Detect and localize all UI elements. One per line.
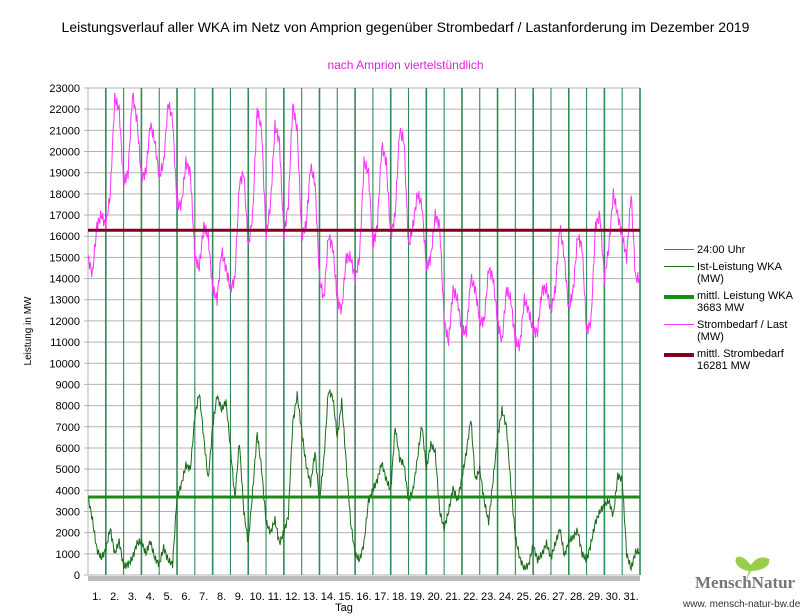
legend-label-text: 24:00 Uhr [697, 244, 746, 256]
y-tick-label: 4000 [56, 485, 80, 497]
x-tick-label: 5. [164, 591, 173, 603]
x-tick-label: 1. [92, 591, 101, 603]
y-tick-label: 19000 [49, 168, 80, 180]
legend-label-sub: 16281 MW [697, 360, 751, 372]
legend-swatch [664, 295, 694, 299]
x-tick-label: 12. [285, 591, 300, 603]
legend-swatch [664, 266, 694, 267]
legend-entry: 24:00 Uhr [664, 244, 793, 256]
legend-label-sub: (MW) [697, 331, 724, 343]
y-tick-label: 22000 [49, 104, 80, 116]
y-tick-label: 12000 [49, 316, 80, 328]
x-tick-label: 7. [199, 591, 208, 603]
y-axis-label: Leistung in MW [23, 296, 34, 365]
x-tick-label: 3. [128, 591, 137, 603]
y-tick-label: 11000 [50, 337, 80, 349]
x-tick-label: 29. [588, 591, 603, 603]
x-axis-label: Tag [335, 602, 353, 614]
chart-title: Leistungsverlauf aller WKA im Netz von A… [61, 19, 750, 35]
legend-swatch [664, 324, 694, 325]
legend-entry: mittl. Leistung WKA 3683 MW [664, 290, 793, 314]
wind-power-line [87, 389, 640, 572]
y-tick-label: 0 [74, 570, 80, 582]
y-tick-label: 20000 [49, 147, 80, 159]
x-axis-tick-band [88, 576, 640, 581]
chart-subtitle: nach Amprion viertelstündlich [327, 58, 484, 72]
x-tick-label: 23. [481, 591, 496, 603]
x-tick-label: 16. [356, 591, 371, 603]
x-tick-label: 18. [392, 591, 407, 603]
y-tick-label: 23000 [49, 83, 80, 95]
y-tick-label: 14000 [49, 274, 80, 286]
x-tick-label: 25. [517, 591, 532, 603]
x-tick-label: 20. [428, 591, 443, 603]
y-tick-label: 1000 [56, 549, 80, 561]
legend-label: 24:00 Uhr [697, 244, 745, 256]
y-tick-label: 9000 [56, 379, 80, 391]
legend-swatch [664, 249, 694, 250]
x-tick-label: 30. [606, 591, 621, 603]
x-tick-label: 31. [623, 591, 638, 603]
x-tick-label: 13. [303, 591, 318, 603]
logo-url: www. mensch-natur-bw.de [683, 599, 801, 610]
legend-label-text: Ist-Leistung WKA [697, 261, 782, 273]
y-tick-label: 7000 [56, 422, 80, 434]
logo-name: MenschNatur [695, 573, 796, 592]
legend-label-text: mittl. Leistung WKA [697, 290, 793, 302]
legend-label-text: Strombedarf / Last [697, 319, 788, 331]
x-tick-label: 24. [499, 591, 514, 603]
x-tick-label: 10. [250, 591, 265, 603]
legend-label: Ist-Leistung WKA (MW) [697, 261, 782, 285]
legend-label-sub: 3683 MW [697, 302, 745, 314]
legend-swatch [664, 353, 694, 357]
y-tick-label: 5000 [56, 464, 80, 476]
x-tick-label: 2. [110, 591, 119, 603]
x-tick-label: 9. [235, 591, 244, 603]
legend-label: mittl. Strombedarf 16281 MW [697, 348, 784, 372]
legend-label-sub: (MW) [697, 273, 724, 285]
legend-entry: Strombedarf / Last (MW) [664, 319, 793, 343]
x-tick-label: 11. [268, 591, 282, 603]
x-tick-label: 22. [463, 591, 478, 603]
y-tick-label: 21000 [49, 125, 80, 137]
mensch-natur-logo: MenschNatur www. mensch-natur-bw.de [683, 555, 811, 616]
x-tick-label: 14. [321, 591, 336, 603]
legend-label: mittl. Leistung WKA 3683 MW [697, 290, 793, 314]
x-tick-label: 8. [217, 591, 226, 603]
y-tick-label: 2000 [56, 528, 80, 540]
legend-entry: mittl. Strombedarf 16281 MW [664, 348, 793, 372]
legend-entry: Ist-Leistung WKA (MW) [664, 261, 793, 285]
y-tick-label: 3000 [56, 506, 80, 518]
y-tick-label: 17000 [49, 210, 80, 222]
legend: 24:00 Uhr Ist-Leistung WKA (MW) mittl. Leis… [664, 244, 793, 377]
x-tick-label: 6. [181, 591, 190, 603]
legend-label: Strombedarf / Last (MW) [697, 319, 788, 343]
legend-label-text: mittl. Strombedarf [697, 348, 784, 360]
y-tick-label: 18000 [49, 189, 80, 201]
power-demand-line [87, 92, 640, 352]
y-tick-label: 6000 [56, 443, 80, 455]
x-tick-label: 19. [410, 591, 425, 603]
x-tick-label: 28. [570, 591, 585, 603]
y-tick-label: 10000 [49, 358, 80, 370]
x-tick-label: 26. [534, 591, 549, 603]
x-tick-label: 17. [374, 591, 389, 603]
y-tick-label: 15000 [49, 252, 80, 264]
x-tick-label: 4. [146, 591, 155, 603]
x-tick-label: 21. [445, 591, 460, 603]
y-tick-label: 13000 [49, 295, 80, 307]
ginkgo-leaf-icon [735, 556, 770, 583]
y-tick-label: 8000 [56, 401, 80, 413]
y-tick-label: 16000 [49, 231, 80, 243]
x-tick-label: 27. [552, 591, 567, 603]
x-tick-label: 15. [339, 591, 354, 603]
